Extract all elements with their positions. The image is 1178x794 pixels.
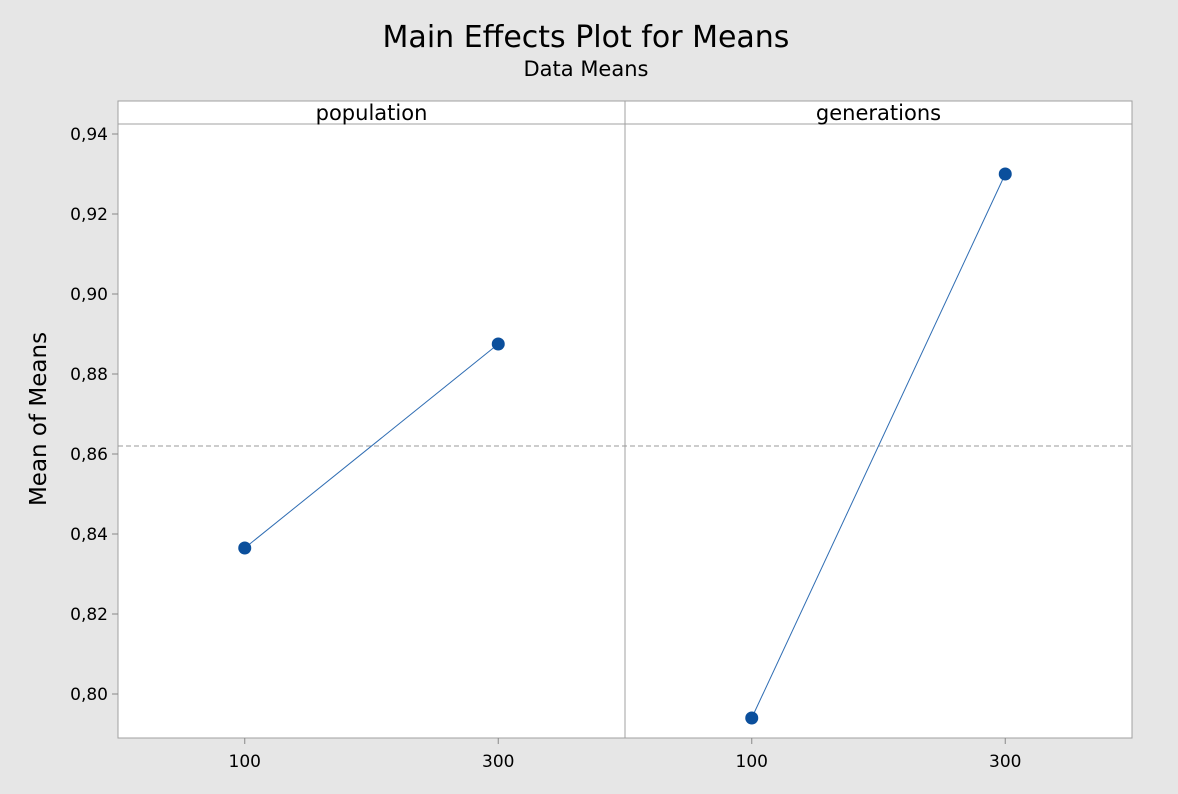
x-tick-label: 100 [229,752,261,772]
data-point-generations-100 [745,711,759,725]
y-tick-label: 0,82 [70,605,108,625]
y-tick-label: 0,86 [70,445,108,465]
y-tick-label: 0,92 [70,205,108,225]
panel-label-population: population [316,101,428,125]
series-line-generations [751,173,1006,719]
x-tick-label: 300 [989,752,1021,772]
x-tick-label: 300 [482,752,514,772]
y-tick-label: 0,88 [70,365,108,385]
y-tick-label: 0,94 [70,125,108,145]
data-point-population-100 [238,541,252,555]
chart-subtitle: Data Means [524,57,649,81]
y-tick-label: 0,90 [70,285,108,305]
series-line-population [244,343,499,549]
x-tick-label: 100 [736,752,768,772]
y-tick-label: 0,84 [70,525,108,545]
panel-label-generations: generations [816,101,941,125]
chart-title: Main Effects Plot for Means [383,20,790,55]
y-axis-label: Mean of Means [26,332,52,506]
data-point-generations-300 [998,167,1012,181]
y-tick-label: 0,80 [70,685,108,705]
data-point-population-300 [491,337,505,351]
